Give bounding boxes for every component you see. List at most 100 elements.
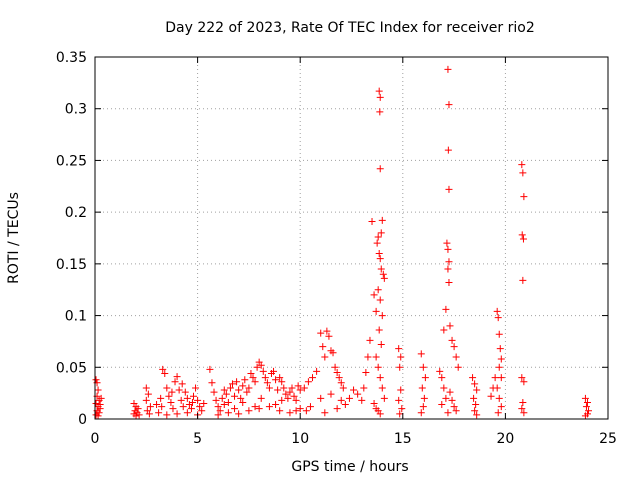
data-point bbox=[375, 250, 383, 258]
data-point bbox=[97, 394, 105, 402]
data-point bbox=[497, 374, 505, 382]
data-point bbox=[251, 378, 259, 386]
data-point bbox=[208, 379, 216, 387]
data-point bbox=[198, 407, 206, 415]
y-tick-label: 0.25 bbox=[56, 153, 87, 169]
data-point bbox=[92, 376, 100, 384]
y-tick-label: 0.35 bbox=[56, 50, 87, 66]
data-point bbox=[473, 411, 481, 419]
data-point bbox=[469, 374, 477, 382]
data-point bbox=[444, 409, 452, 417]
data-point bbox=[446, 388, 454, 396]
data-point bbox=[286, 409, 294, 417]
data-point bbox=[294, 382, 302, 390]
data-point bbox=[519, 235, 527, 243]
data-point bbox=[220, 386, 228, 394]
data-point bbox=[379, 270, 387, 278]
y-tick-label: 0.3 bbox=[65, 102, 87, 118]
data-point bbox=[454, 363, 462, 371]
data-point bbox=[296, 405, 304, 413]
data-point bbox=[366, 336, 374, 344]
data-point bbox=[282, 390, 290, 398]
x-tick-label: 15 bbox=[394, 431, 412, 447]
data-point bbox=[189, 392, 197, 400]
data-point bbox=[265, 403, 273, 411]
data-point bbox=[265, 384, 273, 392]
data-point bbox=[259, 367, 267, 375]
data-point bbox=[471, 380, 479, 388]
data-point bbox=[497, 355, 505, 363]
data-point bbox=[175, 386, 183, 394]
y-tick-label: 0.15 bbox=[56, 257, 87, 273]
data-point bbox=[96, 401, 104, 409]
data-point bbox=[487, 392, 495, 400]
data-point bbox=[135, 411, 143, 419]
data-point bbox=[335, 374, 343, 382]
data-point bbox=[374, 233, 382, 241]
data-point bbox=[375, 87, 383, 95]
data-point bbox=[243, 388, 251, 396]
data-point bbox=[491, 374, 499, 382]
data-point bbox=[261, 374, 269, 382]
data-point bbox=[288, 384, 296, 392]
data-point bbox=[395, 345, 403, 353]
data-point bbox=[169, 405, 177, 413]
data-point bbox=[239, 382, 247, 390]
data-point bbox=[438, 401, 446, 409]
data-point bbox=[214, 411, 222, 419]
data-point bbox=[350, 386, 358, 394]
data-point bbox=[581, 412, 589, 420]
y-tick-label: 0.1 bbox=[65, 309, 87, 325]
data-point bbox=[173, 410, 181, 418]
data-point bbox=[333, 368, 341, 376]
data-point bbox=[471, 407, 479, 415]
data-point bbox=[419, 363, 427, 371]
x-tick-label: 25 bbox=[599, 431, 617, 447]
data-point bbox=[168, 388, 176, 396]
data-point bbox=[374, 363, 382, 371]
data-point bbox=[130, 410, 138, 418]
data-point bbox=[179, 403, 187, 411]
data-point bbox=[418, 384, 426, 392]
data-point bbox=[445, 278, 453, 286]
y-tick-label: 0.05 bbox=[56, 360, 87, 376]
data-point bbox=[518, 161, 526, 169]
y-tick-label: 0 bbox=[78, 412, 87, 428]
data-point bbox=[146, 403, 154, 411]
data-point bbox=[187, 405, 195, 413]
data-point bbox=[372, 353, 380, 361]
data-point bbox=[323, 327, 331, 335]
data-point bbox=[292, 407, 300, 415]
data-point bbox=[376, 93, 384, 101]
data-point bbox=[374, 286, 382, 294]
chart-title: Day 222 of 2023, Rate Of TEC Index for r… bbox=[165, 20, 535, 36]
data-point bbox=[442, 394, 450, 402]
data-point bbox=[582, 403, 590, 411]
data-point bbox=[329, 349, 337, 357]
data-point bbox=[231, 392, 239, 400]
data-point bbox=[327, 390, 335, 398]
data-point bbox=[519, 398, 527, 406]
data-point bbox=[472, 401, 480, 409]
data-point bbox=[368, 217, 376, 225]
y-axis-label: ROTI / TECUs bbox=[6, 192, 22, 284]
data-point bbox=[495, 330, 503, 338]
data-point bbox=[181, 388, 189, 396]
data-point bbox=[247, 369, 255, 377]
data-point bbox=[519, 169, 527, 177]
data-point bbox=[495, 363, 503, 371]
data-point bbox=[183, 394, 191, 402]
data-point bbox=[245, 407, 253, 415]
data-point bbox=[224, 398, 232, 406]
y-tick-label: 0.2 bbox=[65, 205, 87, 221]
data-point bbox=[585, 407, 593, 415]
data-point bbox=[520, 378, 528, 386]
data-point bbox=[278, 396, 286, 404]
data-point bbox=[272, 401, 280, 409]
data-point bbox=[296, 386, 304, 394]
x-tick-label: 0 bbox=[91, 431, 100, 447]
data-point bbox=[376, 410, 384, 418]
data-point bbox=[493, 307, 501, 315]
data-point bbox=[448, 336, 456, 344]
data-point bbox=[145, 410, 153, 418]
